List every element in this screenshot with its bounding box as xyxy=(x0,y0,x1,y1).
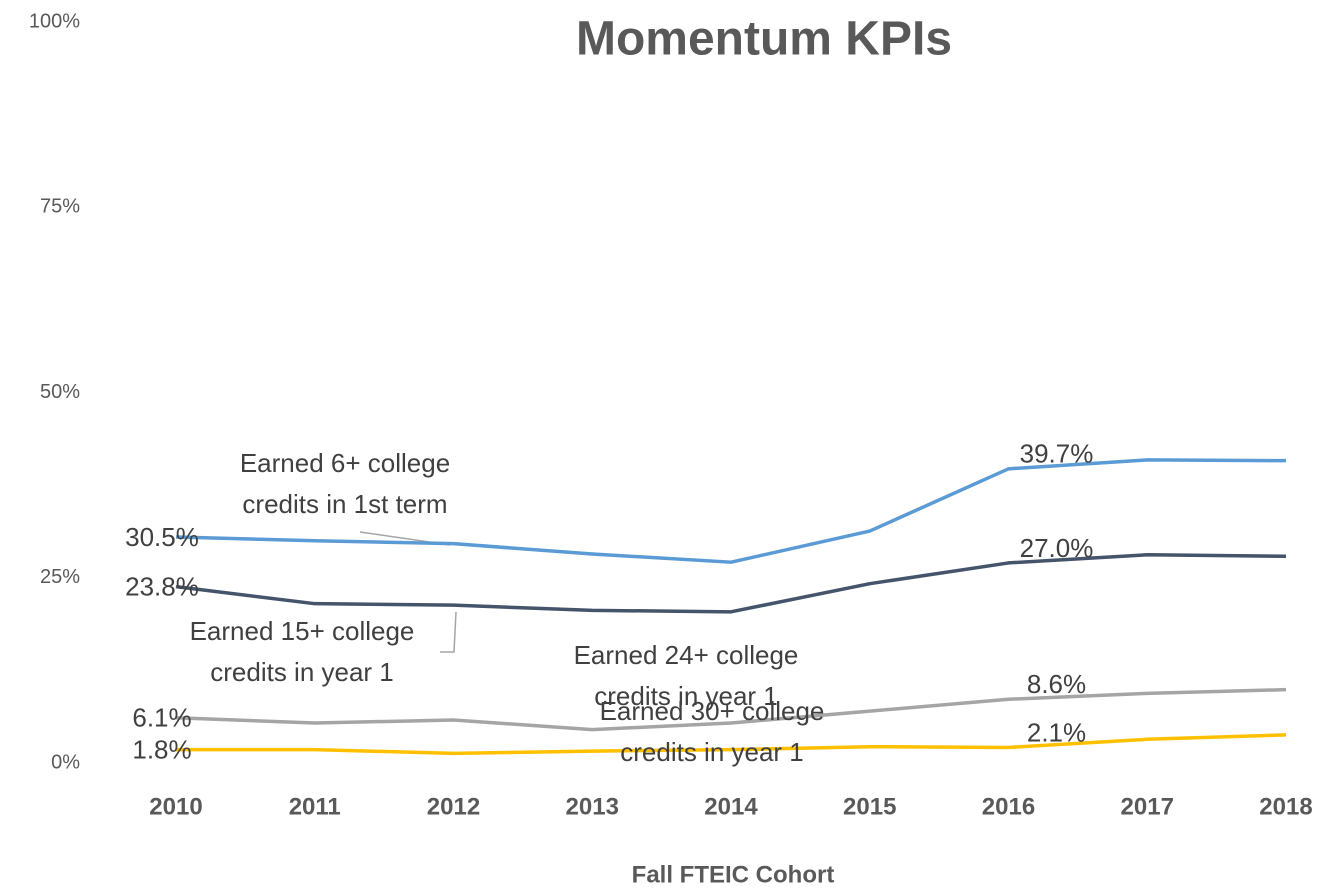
x-tick-label: 2018 xyxy=(1259,793,1312,820)
series-line xyxy=(175,553,1287,614)
series-label: Earned 15+ college credits in year 1 xyxy=(189,616,415,687)
data-label: 1.8% xyxy=(132,735,191,765)
x-tick-label: 2012 xyxy=(427,793,480,820)
data-label: 2.1% xyxy=(1027,717,1086,747)
data-label: 8.6% xyxy=(1027,669,1086,699)
x-tick-label: 2011 xyxy=(289,793,341,820)
series-line xyxy=(176,733,1287,756)
x-axis-title: Fall FTEIC Cohort xyxy=(632,861,835,888)
x-tick-label: 2017 xyxy=(1121,793,1174,820)
y-tick-label: 0% xyxy=(51,751,80,773)
y-tick-label: 100% xyxy=(29,10,80,32)
data-label: 23.8% xyxy=(125,572,199,602)
leader-line xyxy=(440,611,457,653)
y-tick-label: 75% xyxy=(40,196,80,218)
y-tick-label: 25% xyxy=(40,566,80,588)
data-label: 30.5% xyxy=(125,522,199,552)
x-tick-label: 2014 xyxy=(704,793,758,820)
y-tick-label: 50% xyxy=(40,381,80,403)
series-line xyxy=(175,458,1287,564)
series-label: Earned 6+ college credits in 1st term xyxy=(239,448,451,519)
x-tick-label: 2010 xyxy=(149,793,202,820)
data-label: 6.1% xyxy=(132,703,191,733)
series-label: Earned 30+ college credits in year 1 xyxy=(599,696,825,767)
x-tick-label: 2015 xyxy=(843,793,896,820)
x-tick-label: 2013 xyxy=(566,793,619,820)
series-label: Earned 24+ college credits in year 1 xyxy=(573,640,799,711)
series-line xyxy=(175,687,1287,732)
data-label: 39.7% xyxy=(1020,439,1094,469)
data-label: 27.0% xyxy=(1020,533,1094,563)
x-tick-label: 2016 xyxy=(982,793,1035,820)
chart-title: Momentum KPIs xyxy=(576,13,952,66)
